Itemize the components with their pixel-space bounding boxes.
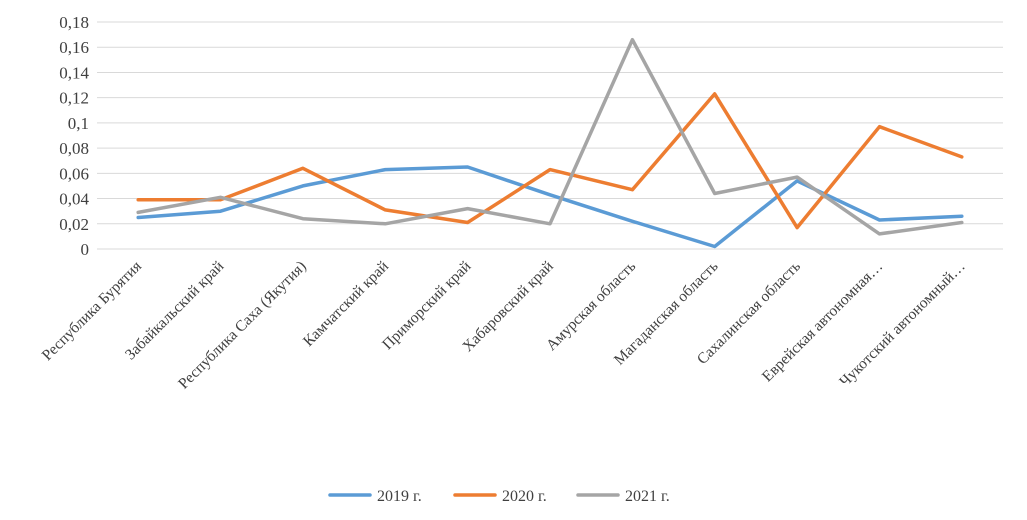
legend-label: 2020 г. [502, 488, 547, 505]
x-tick-label: Амурская область [543, 258, 639, 354]
y-tick-label: 0,02 [59, 215, 89, 234]
legend: 2019 г. 2020 г. 2021 г. [328, 488, 670, 505]
y-tick-label: 0,18 [59, 13, 89, 32]
legend-label: 2021 г. [625, 488, 670, 505]
y-tick-label: 0 [81, 240, 90, 259]
y-tick-label: 0,12 [59, 89, 89, 108]
y-tick-label: 0,1 [68, 114, 89, 133]
series-lines [136, 37, 964, 249]
y-tick-label: 0,06 [59, 164, 89, 183]
legend-label: 2019 г. [377, 488, 422, 505]
y-tick-label: 0,16 [59, 38, 89, 57]
grid-lines [97, 21, 1003, 250]
x-tick-label: Приморский край [379, 258, 474, 353]
x-tick-label: Камчатский край [300, 258, 392, 350]
y-axis-ticks: 0 0,02 0,04 0,06 0,08 0,1 0,12 0,14 0,16 0,18 [59, 13, 89, 259]
x-tick-label: Хабаровский край [459, 258, 557, 356]
y-tick-label: 0,08 [59, 139, 89, 158]
y-tick-label: 0,04 [59, 190, 89, 209]
y-tick-label: 0,14 [59, 63, 89, 82]
series-line-2 [136, 37, 964, 236]
